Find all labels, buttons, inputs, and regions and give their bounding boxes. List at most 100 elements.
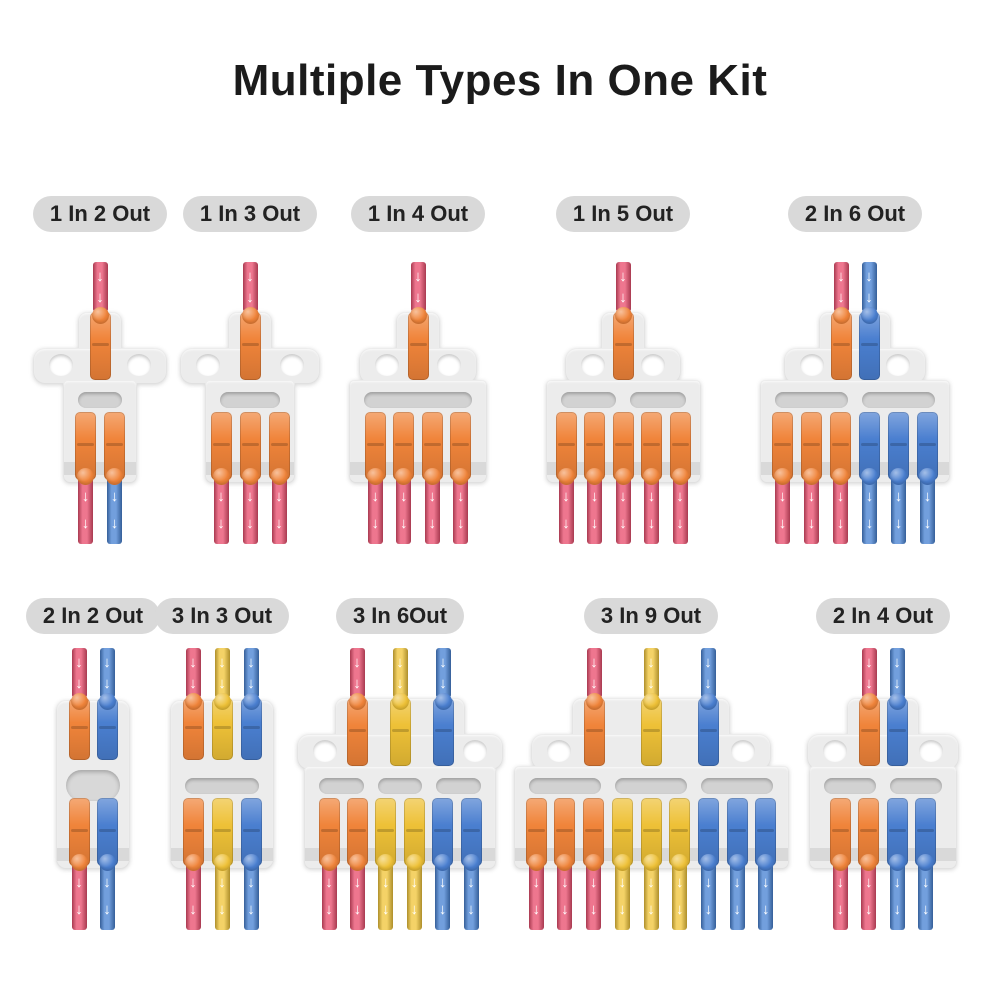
- down-arrow-icon: ↓: [218, 873, 226, 891]
- down-arrow-icon: ↓: [647, 901, 655, 919]
- lever-ball: [557, 467, 575, 485]
- down-arrow-icon: ↓: [836, 873, 845, 891]
- down-arrow-icon: ↓: [396, 675, 404, 693]
- input-wire-red: ↓ ↓: [586, 648, 602, 698]
- down-arrow-icon: ↓: [457, 515, 465, 533]
- slot: [775, 392, 848, 408]
- output-lever-orange: [268, 412, 290, 480]
- output-lever-blue: [915, 798, 937, 866]
- connector-1-in-3-out: 1 In 3 Out ↓ ↓ ↓ ↓ ↓ ↓ ↓ ↓: [174, 196, 326, 552]
- slot: [319, 778, 364, 794]
- slot: [528, 778, 601, 794]
- input-lever-blue: [697, 698, 719, 766]
- output-wire-blue: ↓ ↓: [862, 476, 877, 544]
- input-wire-blue: ↓ ↓: [99, 648, 115, 698]
- down-arrow-icon: ↓: [619, 515, 627, 533]
- output-wire-red: ↓ ↓: [396, 476, 412, 544]
- lever-ball: [348, 692, 366, 710]
- down-arrow-icon: ↓: [618, 873, 627, 891]
- lever-ball: [320, 853, 338, 871]
- output-wire-red: ↓ ↓: [775, 476, 790, 544]
- down-arrow-icon: ↓: [410, 901, 418, 919]
- down-arrow-icon: ↓: [590, 653, 598, 671]
- down-arrow-icon: ↓: [762, 873, 770, 891]
- down-arrow-icon: ↓: [439, 653, 447, 671]
- down-arrow-icon: ↓: [353, 873, 362, 891]
- input-wire-blue: ↓ ↓: [435, 648, 451, 698]
- output-wire-blue: ↓ ↓: [700, 862, 716, 930]
- connector-type-label: 2 In 2 Out: [25, 598, 161, 634]
- input-lever-yellow: [640, 698, 662, 766]
- down-arrow-icon: ↓: [778, 487, 787, 505]
- input-lever-orange: [346, 698, 368, 766]
- input-lever-orange: [612, 312, 634, 380]
- down-arrow-icon: ↓: [865, 675, 873, 693]
- output-wire-red: ↓ ↓: [453, 476, 469, 544]
- connector-figure: ↓ ↓ ↓ ↓ ↓ ↓ ↓ ↓ ↓ ↓ ↓ ↓ ↓ ↓ ↓ ↓ ↓ ↓: [291, 648, 509, 938]
- input-wire-red: ↓ ↓: [92, 262, 108, 312]
- output-lever-orange: [669, 412, 691, 480]
- output-lever-orange: [641, 412, 662, 480]
- down-arrow-icon: ↓: [676, 515, 684, 533]
- output-lever-orange: [182, 798, 204, 866]
- down-arrow-icon: ↓: [246, 289, 254, 307]
- slot: [220, 392, 280, 408]
- down-arrow-icon: ↓: [733, 873, 741, 891]
- connector-type-label: 3 In 3 Out: [154, 598, 290, 634]
- output-lever-orange: [525, 798, 547, 866]
- down-arrow-icon: ↓: [865, 289, 873, 307]
- down-arrow-icon: ↓: [75, 653, 83, 671]
- lever-ball: [241, 306, 259, 324]
- output-wire-blue: ↓ ↓: [435, 862, 451, 930]
- slot: [560, 392, 616, 408]
- output-wire-red: ↓ ↓: [321, 862, 337, 930]
- down-arrow-icon: ↓: [353, 901, 362, 919]
- mounting-hole: [800, 354, 824, 376]
- output-lever-orange: [318, 798, 340, 866]
- lever-ball: [586, 467, 603, 485]
- output-wire-red: ↓ ↓: [185, 862, 201, 930]
- down-arrow-icon: ↓: [589, 873, 598, 891]
- lever-ball: [671, 853, 689, 871]
- slot: [630, 392, 686, 408]
- down-arrow-icon: ↓: [837, 289, 845, 307]
- lever-ball: [242, 853, 260, 871]
- page-title: Multiple Types In One Kit: [232, 56, 768, 105]
- output-wire-red: ↓ ↓: [349, 862, 365, 930]
- down-arrow-icon: ↓: [371, 515, 380, 533]
- down-arrow-icon: ↓: [75, 675, 83, 693]
- connector-2-in-6-out: 2 In 6 Out ↓ ↓ ↓ ↓ ↓ ↓ ↓ ↓ ↓ ↓ ↓ ↓ ↓ ↓ ↓ ↓: [754, 196, 956, 552]
- connector-figure: ↓ ↓ ↓ ↓ ↓ ↓ ↓ ↓ ↓ ↓ ↓ ↓ ↓ ↓ ↓ ↓: [754, 262, 956, 552]
- slot: [614, 778, 688, 794]
- down-arrow-icon: ↓: [439, 675, 447, 693]
- lever-ball: [213, 692, 231, 710]
- down-arrow-icon: ↓: [247, 653, 255, 671]
- down-arrow-icon: ↓: [836, 901, 845, 919]
- connector-figure: ↓ ↓ ↓ ↓ ↓ ↓ ↓ ↓ ↓ ↓ ↓ ↓: [801, 648, 965, 938]
- output-wire-blue: ↓ ↓: [463, 862, 479, 930]
- lever-ball: [366, 467, 384, 485]
- input-wire-blue: ↓ ↓: [243, 648, 259, 698]
- down-arrow-icon: ↓: [647, 653, 655, 671]
- lever-ball: [348, 853, 366, 871]
- lever-ball: [860, 306, 878, 324]
- down-arrow-icon: ↓: [275, 487, 283, 505]
- input-lever-orange: [182, 698, 204, 760]
- center-hole: [66, 770, 120, 801]
- down-arrow-icon: ↓: [81, 515, 90, 533]
- output-lever-orange: [801, 412, 822, 480]
- down-arrow-icon: ↓: [675, 873, 684, 891]
- connector-body: [801, 648, 965, 938]
- lever-ball: [556, 853, 574, 871]
- connector-figure: ↓ ↓ ↓ ↓ ↓ ↓ ↓ ↓: [174, 262, 326, 552]
- output-wire-yellow: ↓ ↓: [378, 862, 394, 930]
- lever-ball: [728, 853, 746, 871]
- mounting-hole: [581, 354, 605, 376]
- input-wire-red: ↓ ↓: [185, 648, 201, 698]
- output-wire-red: ↓ ↓: [71, 862, 87, 930]
- mounting-hole: [437, 354, 461, 376]
- input-lever-blue: [886, 698, 908, 766]
- down-arrow-icon: ↓: [75, 901, 83, 919]
- down-arrow-icon: ↓: [217, 515, 225, 533]
